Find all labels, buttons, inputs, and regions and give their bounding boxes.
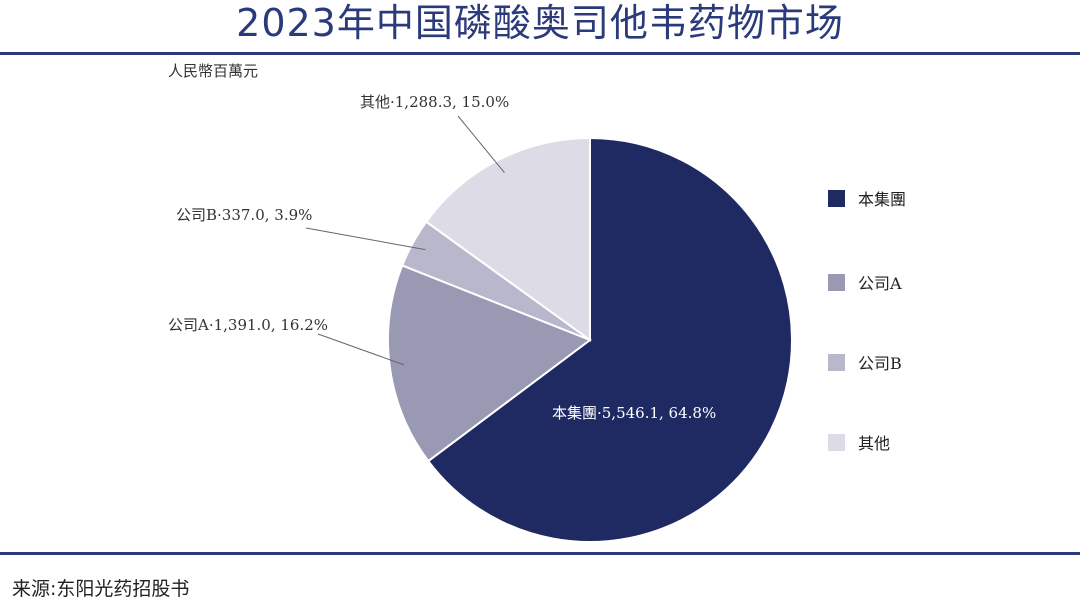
leader-line bbox=[305, 227, 426, 251]
legend-label: 其他 bbox=[858, 434, 890, 453]
leader-lines bbox=[305, 115, 505, 366]
leader-line bbox=[317, 333, 404, 366]
pie-slices bbox=[387, 136, 794, 543]
legend-swatch bbox=[828, 274, 845, 291]
chart-title: 2023年中国磷酸奥司他韦药物市场 bbox=[236, 1, 844, 45]
unit-label: 人民幣百萬元 bbox=[168, 62, 258, 80]
pie-slice-0 bbox=[426, 136, 794, 543]
legend-swatch bbox=[828, 434, 845, 451]
legend-label: 本集團 bbox=[858, 190, 906, 209]
slice-labels: 本集團·5,546.1, 64.8% 公司A·1,391.0, 16.2% 公司B·… bbox=[168, 93, 716, 422]
legend-swatch bbox=[828, 354, 845, 371]
bottom-divider bbox=[0, 552, 1080, 555]
source-note: 来源:东阳光药招股书 bbox=[12, 578, 190, 600]
data-label: 公司A·1,391.0, 16.2% bbox=[168, 316, 328, 334]
legend-label: 公司A bbox=[858, 274, 902, 293]
data-label: 其他·1,288.3, 15.0% bbox=[360, 93, 509, 111]
data-label: 本集團·5,546.1, 64.8% bbox=[552, 404, 716, 422]
legend-swatch bbox=[828, 190, 845, 207]
data-label: 公司B·337.0, 3.9% bbox=[176, 206, 312, 224]
legend-label: 公司B bbox=[858, 354, 902, 373]
top-divider bbox=[0, 52, 1080, 55]
leader-line bbox=[457, 115, 505, 174]
pie-slice-1 bbox=[387, 264, 593, 463]
pie-slice-3 bbox=[424, 136, 591, 342]
